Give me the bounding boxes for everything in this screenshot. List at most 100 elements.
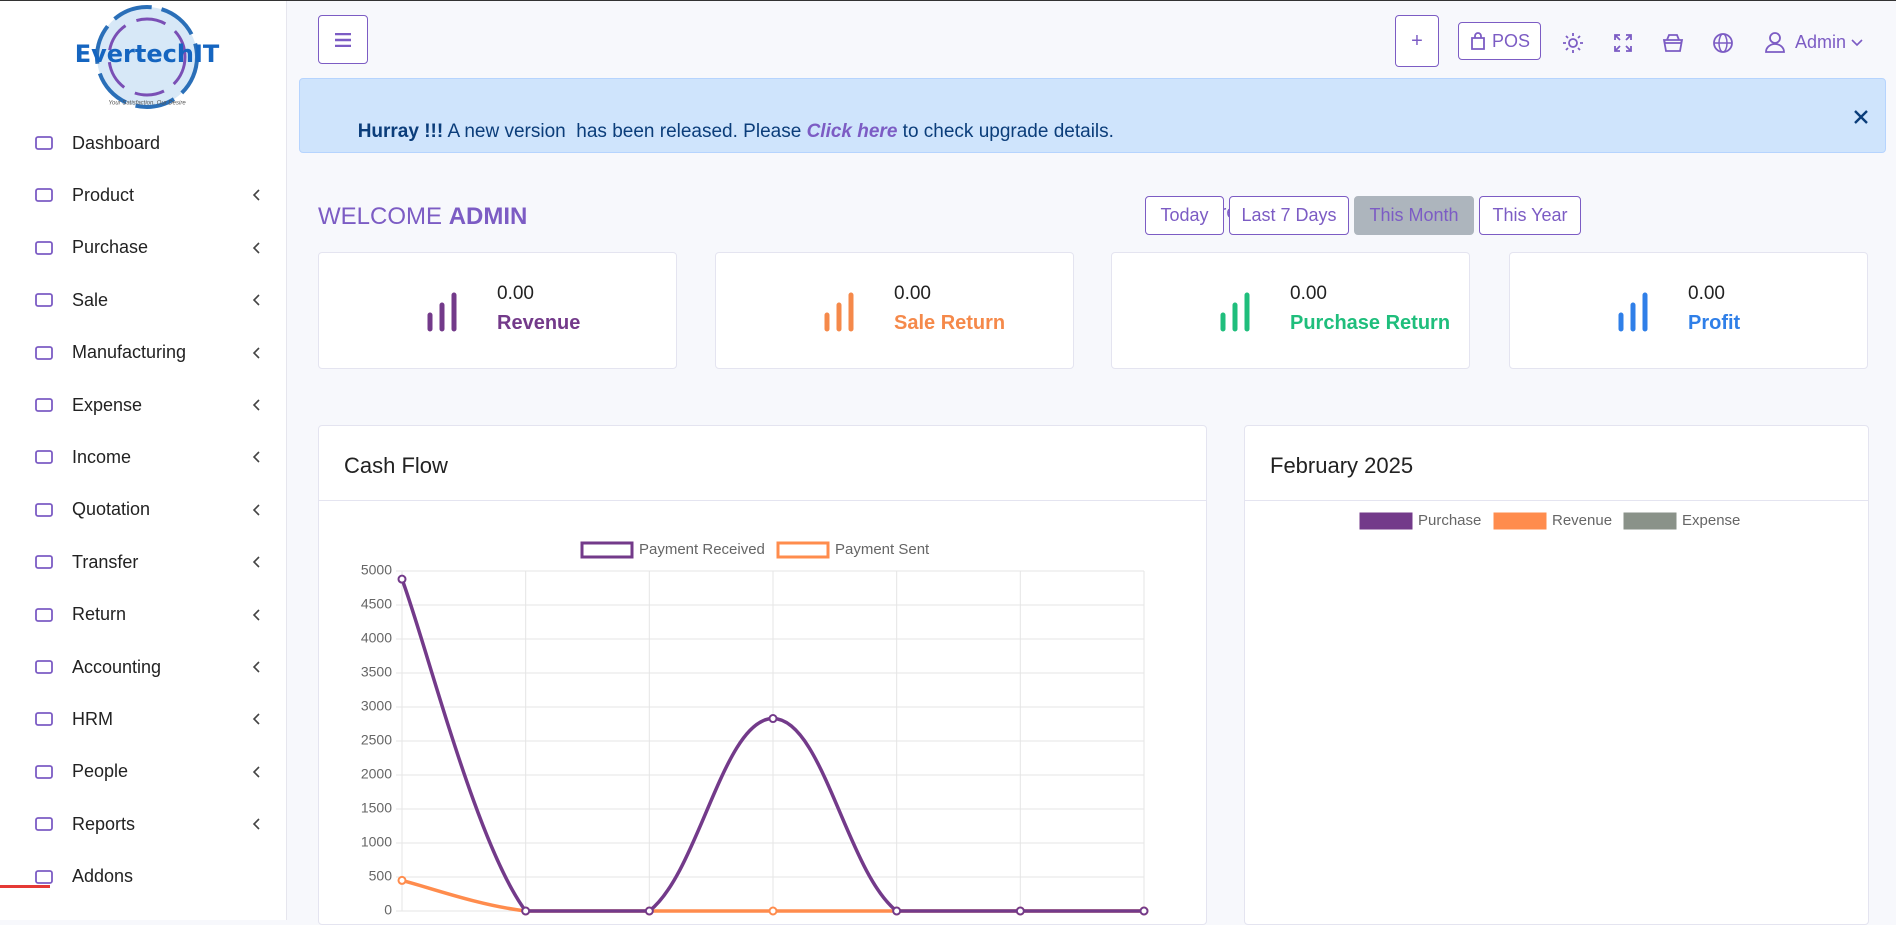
chevron [252,347,260,359]
icon-shape [35,188,53,203]
theme-icon[interactable] [1562,32,1584,54]
language-icon[interactable] [1712,32,1734,54]
point [768,906,778,916]
icon-shape [35,869,53,884]
icon-shape [35,136,53,150]
menu-item[interactable]: Purchase [0,228,286,268]
chevron [252,609,260,621]
legend-swatch [776,541,830,559]
menu-item[interactable]: Income [0,437,286,477]
chevron [252,451,260,463]
menu-icon [35,293,53,308]
stat-value: 0.00 [1290,283,1327,304]
menu-chevron [252,399,260,411]
menu-item[interactable]: People [0,752,286,792]
menu-chevron [252,609,260,621]
menu-label: People [72,761,129,782]
icon-shape [35,398,53,412]
menu-item[interactable]: Accounting [0,647,286,687]
icon-shape [35,293,53,308]
icon-shape [1618,292,1648,332]
legend-label: Payment Sent [835,541,930,558]
icon-shape [35,555,53,570]
point [892,906,902,916]
icon-shape [35,240,53,255]
menu-icon [35,450,53,465]
user-menu[interactable]: Admin [1765,30,1864,54]
filter-button[interactable]: Last 7 Days [1229,196,1349,235]
filter-button[interactable]: This Month [1354,196,1474,235]
stat-label: Purchase Return [1290,312,1451,334]
chevron [252,504,260,516]
alert-text-end: to check upgrade details. [902,121,1114,142]
cash-flow-card: Cash Flow 0 500 1000 1500 2000 2500 3000 3500 40… [318,425,1207,925]
menu-label: Product [72,184,135,205]
icon-shape [1220,292,1250,332]
filter-button[interactable]: Today [1145,196,1224,235]
menu-label: Expense [72,394,143,415]
menu-icon [35,502,53,517]
menu-label: Accounting [72,656,162,677]
fullscreen-icon[interactable] [1613,33,1633,53]
menu-chevron [252,713,260,725]
y-tick-label: 1500 [361,800,392,816]
menu-chevron [252,504,260,516]
month-chart: Purchase Revenue Expense [1359,512,1740,530]
menu-icon [35,660,53,674]
alert-link[interactable]: Click here [806,121,898,142]
stat-icon [1220,292,1250,332]
menu-item[interactable]: Expense [0,385,286,425]
point [644,906,654,916]
menu-chevron [252,294,260,306]
menu-item[interactable]: Addons [0,857,286,897]
legend-swatch [1493,512,1547,530]
filter-button[interactable]: This Year [1479,196,1581,235]
icon-shape [35,345,53,360]
legend-label: Expense [1682,512,1740,529]
alert-text: A new version has been released. Please [447,121,802,142]
y-tick-label: 4000 [361,630,392,646]
menu-toggle[interactable] [318,15,368,64]
menu-label: Quotation [72,499,151,520]
line [400,578,1144,913]
stat-card: 0.00 Revenue [318,252,677,369]
logo: EvertechIT Your Satisfaction, Our Desire [72,3,222,111]
menu-item[interactable]: Return [0,595,286,635]
menu-item[interactable]: Product [0,175,286,215]
point [768,714,778,724]
y-tick-label: 3500 [361,664,392,680]
card-title: Cash Flow [344,453,448,478]
y-tick-label: 2000 [361,766,392,782]
y-tick-label: 2500 [361,732,392,748]
menu-item[interactable]: Transfer [0,542,286,582]
stat-icon [824,292,854,332]
legend-swatch [580,541,634,559]
welcome: WELCOME ADMIN [318,203,527,231]
icon-shape [35,502,53,517]
icon-shape [35,660,53,674]
sidebar: EvertechIT Your Satisfaction, Our Desire… [0,1,287,920]
menu-item[interactable]: HRM [0,699,286,739]
menu-item[interactable]: Sale [0,280,286,320]
menu-label: Income [72,446,132,467]
menu-icon [35,764,53,779]
add-button[interactable]: + [1395,15,1439,67]
menu-item[interactable]: Quotation [0,490,286,530]
menu-icon [35,188,53,203]
menu-item[interactable]: Manufacturing [0,333,286,373]
menu-item[interactable]: Reports [0,804,286,844]
y-tick-label: 5000 [361,562,392,578]
menu-label: Transfer [72,551,139,572]
menu-icon [35,136,53,150]
icon-shape [35,450,53,465]
alert-close[interactable] [1853,109,1869,125]
stat-card: 0.00 Profit [1509,252,1868,369]
store-icon[interactable] [1662,33,1684,53]
menu-item[interactable]: Dashboard [0,123,286,163]
divider [319,500,1206,501]
menu-label: Return [72,604,127,625]
pos-button[interactable]: POS [1458,22,1541,60]
menu-chevron [252,818,260,830]
divider [1245,500,1868,501]
